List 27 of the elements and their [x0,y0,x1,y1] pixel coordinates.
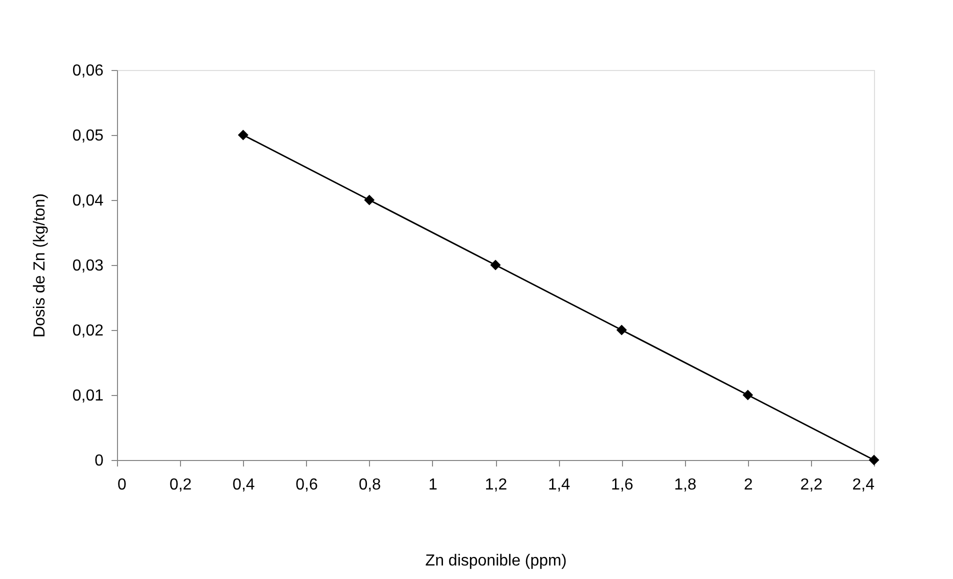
x-tick-label: 0,2 [169,476,192,494]
x-tick-label: 2,4 [852,476,875,494]
x-tick-label: 1,4 [548,476,570,494]
x-tick-label: 0,4 [232,476,255,494]
y-tick-label: 0,05 [72,128,104,144]
y-tick-label: 0,02 [72,322,104,340]
point [364,194,375,206]
x-tick-label: 0 [118,476,126,494]
y-tick-label: 0,06 [72,62,104,80]
x-tick-label: 1,8 [674,476,696,494]
point [238,130,248,140]
x-tick-label: 1 [428,476,438,494]
x-tick-label: 1,2 [484,476,508,494]
point [490,260,501,270]
x-tick-label: 0,8 [358,476,382,494]
x-tick-label: 2 [744,476,753,494]
y-tick-label: 0,04 [72,192,104,210]
y-tick-label: 0,01 [72,388,104,404]
x-tick-label: 1,6 [611,476,634,494]
y-tick-label: 0,03 [72,258,104,274]
x-tick-label: 0,6 [296,476,318,494]
x-axis-title: Zn disponible (ppm) [425,552,567,570]
x-tick-label: 2,2 [800,476,823,494]
y-tick-label: 0 [94,452,104,470]
point [616,324,627,336]
point [742,390,754,400]
y-axis-title: Dosis de Zn (kg/ton) [31,193,48,338]
